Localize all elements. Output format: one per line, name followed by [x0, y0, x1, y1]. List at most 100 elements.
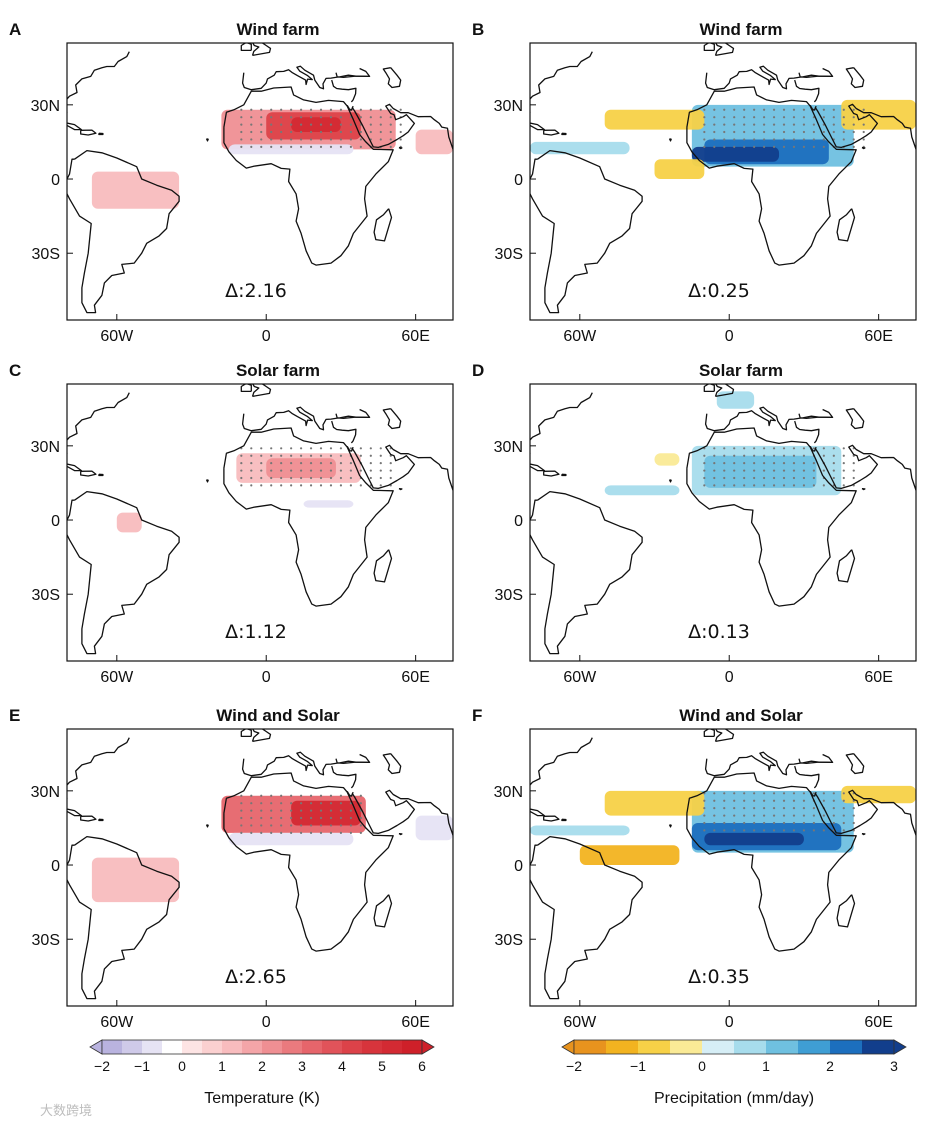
- anomaly-cell: [228, 832, 354, 846]
- coastline: [67, 392, 130, 499]
- coastline: [704, 406, 833, 432]
- map-frame: [66, 728, 454, 1007]
- significance-dot: [319, 802, 323, 805]
- significance-dot: [743, 469, 746, 472]
- significance-dot: [270, 116, 273, 119]
- significance-dot: [250, 809, 253, 812]
- significance-dot: [299, 484, 303, 487]
- significance-dot: [329, 824, 333, 827]
- significance-dot: [329, 454, 333, 457]
- significance-dot: [822, 130, 825, 134]
- coastline: [530, 490, 643, 655]
- significance-dot: [852, 116, 855, 119]
- significance-dot: [733, 447, 736, 450]
- significance-dot: [299, 145, 303, 148]
- significance-dot: [319, 831, 323, 834]
- significance-dot: [753, 145, 756, 148]
- colorbar-tick-label: −1: [134, 1058, 150, 1074]
- significance-dot: [260, 469, 263, 472]
- significance-dot: [842, 108, 845, 111]
- significance-dot: [743, 454, 746, 457]
- y-tick-label: 30N: [494, 98, 523, 115]
- significance-dot: [299, 802, 303, 805]
- panel-title: Solar farm: [699, 361, 783, 380]
- significance-dot: [280, 794, 283, 797]
- significance-dot: [369, 469, 372, 472]
- colorbar-tick-label: −2: [566, 1058, 582, 1074]
- significance-dot: [812, 814, 815, 817]
- significance-dot: [792, 462, 796, 465]
- significance-dot: [260, 816, 263, 820]
- coastline: [794, 79, 820, 103]
- coastline: [346, 445, 354, 452]
- significance-dot: [389, 476, 392, 480]
- significance-dot: [359, 824, 362, 827]
- colorbar-swatch: [162, 1040, 183, 1054]
- significance-dot: [753, 462, 756, 465]
- significance-dot: [832, 469, 835, 472]
- panel-title: Wind and Solar: [216, 706, 340, 725]
- significance-dot: [762, 130, 766, 134]
- significance-dot: [762, 469, 766, 472]
- map-frame: [529, 728, 917, 1007]
- significance-dot: [349, 123, 352, 126]
- significance-dot: [309, 816, 313, 820]
- significance-dot: [339, 454, 343, 457]
- x-tick-label: 60E: [401, 1014, 429, 1031]
- significance-dot: [782, 123, 786, 126]
- significance-dot: [339, 138, 343, 141]
- coastline: [530, 463, 546, 472]
- coastline: [335, 67, 371, 79]
- significance-dot: [713, 799, 716, 802]
- significance-dot: [832, 447, 835, 450]
- significance-dot: [359, 108, 362, 111]
- significance-dot: [762, 116, 766, 119]
- significance-dot: [762, 807, 766, 810]
- significance-dot: [792, 484, 796, 487]
- significance-dot: [743, 123, 746, 126]
- significance-dot: [319, 484, 323, 487]
- significance-dot: [290, 816, 293, 820]
- significance-dot: [240, 802, 243, 805]
- colorbar-swatch: [262, 1040, 283, 1054]
- colorbar-label: Temperature (K): [204, 1090, 320, 1107]
- significance-dot: [250, 469, 253, 472]
- significance-dot: [733, 138, 736, 141]
- colorbar-swatch: [122, 1040, 143, 1054]
- significance-dot: [389, 145, 392, 148]
- significance-dot: [240, 108, 243, 111]
- significance-dot: [299, 809, 303, 812]
- coastline: [794, 765, 820, 789]
- colorbar-label: Precipitation (mm/day): [654, 1090, 814, 1107]
- panel-e: 60W 0 60E 30N 0 30S E Wind and Solar Δ:2.65: [9, 706, 454, 1031]
- significance-dot: [832, 792, 835, 795]
- significance-dot: [319, 476, 323, 480]
- significance-dot: [772, 792, 776, 795]
- significance-dot: [349, 130, 352, 134]
- significance-dot: [792, 814, 796, 817]
- significance-dot: [379, 123, 382, 126]
- coastline: [543, 470, 560, 477]
- significance-dot: [329, 447, 333, 450]
- significance-dot: [733, 829, 736, 832]
- significance-dot: [290, 824, 293, 827]
- colorbar-swatch: [282, 1040, 303, 1054]
- significance-dot: [753, 484, 756, 487]
- significance-dot: [822, 116, 825, 119]
- significance-dot: [832, 814, 835, 817]
- significance-dot: [240, 454, 243, 457]
- significance-dot: [349, 816, 352, 820]
- significance-dot: [802, 145, 806, 148]
- coastline: [398, 832, 403, 836]
- anomaly-cell: [91, 857, 180, 903]
- significance-dot: [723, 484, 726, 487]
- significance-dot: [703, 123, 706, 126]
- coastline: [382, 753, 402, 775]
- significance-dot: [753, 130, 756, 134]
- significance-dot: [250, 130, 253, 134]
- significance-dot: [782, 462, 786, 465]
- significance-dot: [713, 108, 716, 111]
- significance-dot: [792, 807, 796, 810]
- anomaly-cell: [654, 159, 705, 180]
- significance-dot: [240, 123, 243, 126]
